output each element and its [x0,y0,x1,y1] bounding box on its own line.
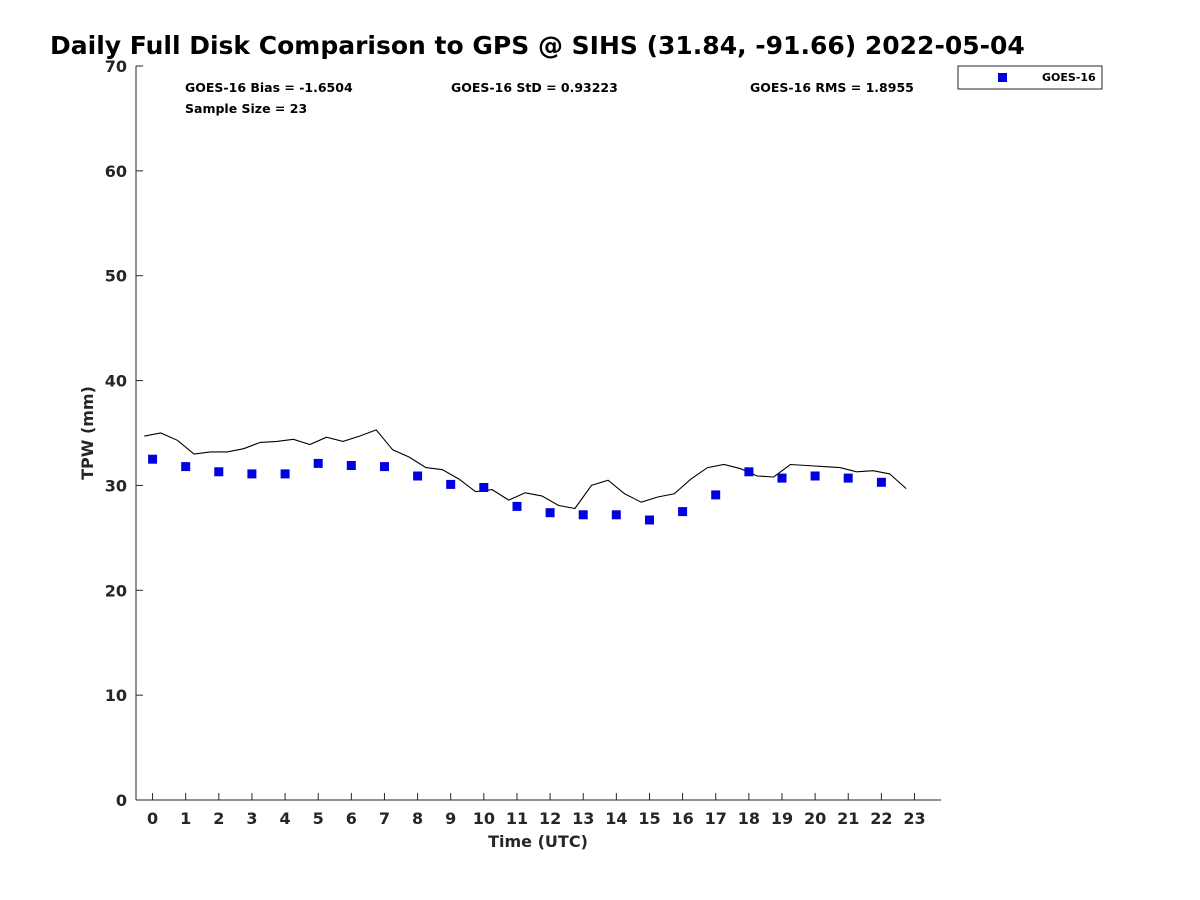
x-tick-label: 18 [738,809,760,828]
goes-16-data-point [446,479,456,489]
y-tick-label: 20 [105,581,127,600]
x-tick-label: 5 [313,809,324,828]
goes-16-data-point [777,473,787,483]
chart-title: Daily Full Disk Comparison to GPS @ SIHS… [50,31,1025,60]
goes-16-data-point [843,473,853,483]
y-axis-label: TPW (mm) [78,386,97,480]
x-tick-label: 12 [539,809,561,828]
x-axis-label: Time (UTC) [488,832,588,851]
x-tick-label: 22 [870,809,892,828]
goes-16-data-point [313,458,323,468]
goes-16-data-point [611,510,621,520]
sample-size-stat: Sample Size = 23 [185,101,307,116]
goes-16-data-point [148,454,158,464]
goes-16-data-point [280,469,290,479]
x-tick-label: 15 [638,809,660,828]
goes-16-data-point [512,501,522,511]
legend-label-goes-16: GOES-16 [1042,71,1096,84]
y-tick-label: 10 [105,686,127,705]
y-tick-label: 40 [105,372,127,391]
x-tick-label: 11 [506,809,528,828]
gps-series-line [144,429,907,510]
y-axis-ticks: 0 10 20 30 40 50 60 70 [105,57,143,810]
goes-16-data-point [578,510,588,520]
goes-16-data-point [346,461,356,470]
x-tick-label: 9 [445,809,456,828]
goes-16-data-point [247,469,257,479]
x-tick-label: 6 [346,809,357,828]
plot-area [135,66,941,801]
y-tick-label: 50 [105,267,127,286]
y-tick-label: 30 [105,476,127,495]
x-tick-label: 0 [147,809,158,828]
x-tick-label: 7 [379,809,390,828]
x-axis-ticks: 0 1 2 3 4 5 6 7 8 9 10 11 12 13 14 15 16 17 18 19 20 21 22 23 [147,793,926,828]
x-tick-label: 13 [572,809,594,828]
x-tick-label: 23 [903,809,925,828]
goes-16-data-point [645,515,654,525]
rms-stat: GOES-16 RMS = 1.8955 [750,80,914,95]
goes-16-data-point [678,507,688,517]
legend-marker [998,73,1007,82]
x-tick-label: 16 [671,809,693,828]
goes-16-series-markers [148,454,886,525]
goes-16-data-point [214,467,224,477]
legend: GOES-16 [957,65,1103,90]
x-tick-label: 1 [180,809,191,828]
bias-stat: GOES-16 Bias = -1.6504 [185,80,353,95]
x-tick-label: 3 [246,809,257,828]
y-tick-label: 60 [105,162,127,181]
goes-16-data-point [711,490,721,500]
x-tick-label: 21 [837,809,859,828]
x-tick-label: 19 [771,809,793,828]
goes-16-data-point [545,508,555,518]
x-tick-label: 4 [280,809,291,828]
statistics-block: GOES-16 Bias = -1.6504 GOES-16 StD = 0.9… [185,80,914,116]
y-tick-label: 70 [105,57,127,76]
goes-16-data-point [479,483,489,492]
x-tick-label: 14 [605,809,627,828]
legend-box [957,65,1103,90]
x-tick-label: 2 [213,809,224,828]
goes-16-data-point [380,462,389,472]
goes-16-data-point [876,477,886,487]
x-tick-label: 10 [473,809,495,828]
goes-16-data-point [810,471,820,481]
goes-16-data-point [413,471,423,481]
x-tick-label: 20 [804,809,826,828]
y-tick-label: 0 [116,791,127,810]
goes-16-data-point [181,462,191,472]
goes-16-data-point [744,467,754,477]
x-tick-label: 17 [705,809,727,828]
x-tick-label: 8 [412,809,423,828]
std-stat: GOES-16 StD = 0.93223 [451,80,618,95]
